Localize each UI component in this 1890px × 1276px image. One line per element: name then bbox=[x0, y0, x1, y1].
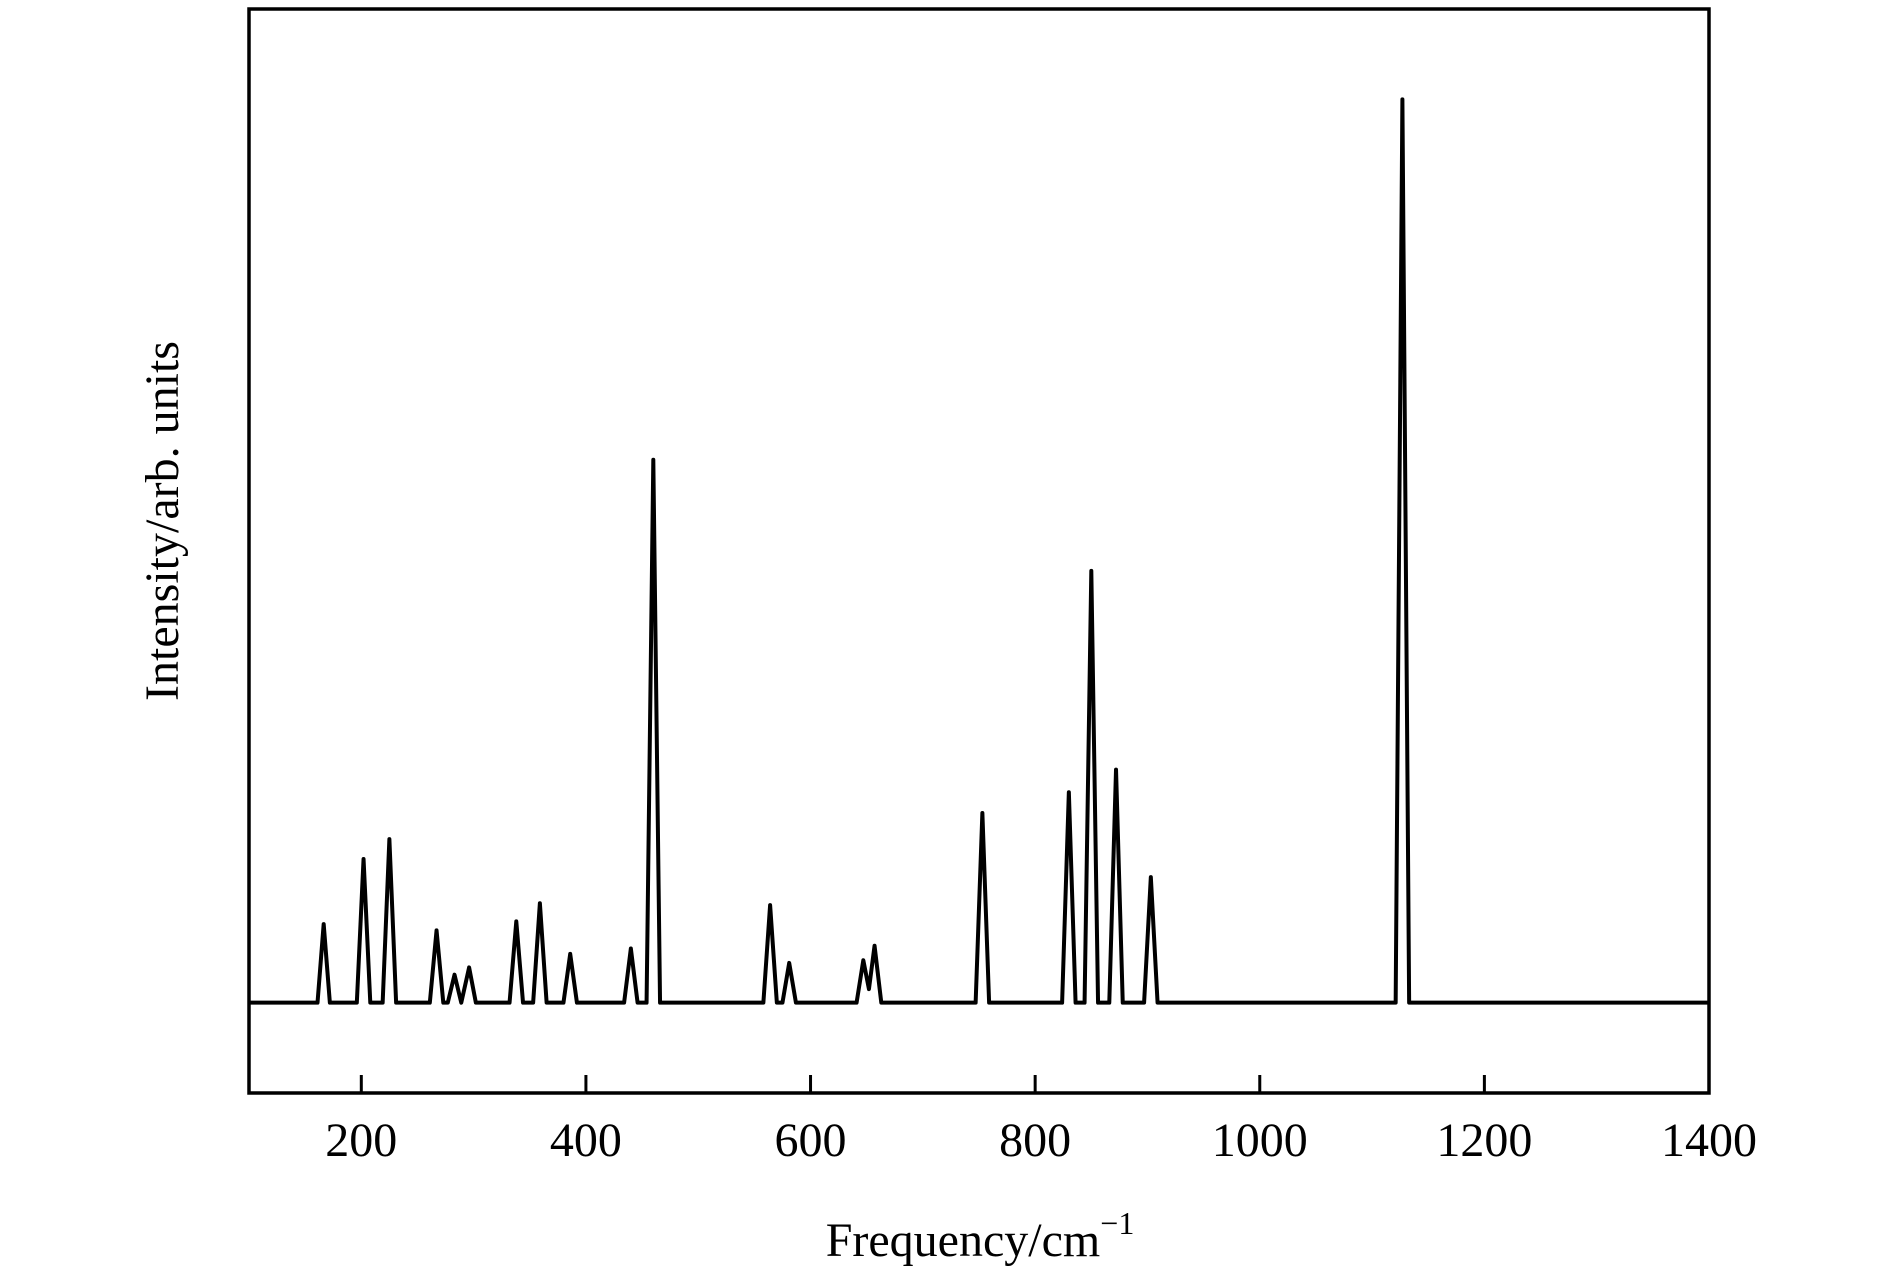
x-tick-label: 600 bbox=[775, 1114, 847, 1167]
y-axis-label: Intensity/arb. units bbox=[136, 341, 189, 701]
spectrum-line bbox=[249, 97, 1709, 1005]
x-axis-label: Frequency/cm−1 bbox=[826, 1205, 1135, 1267]
x-tick-label: 1400 bbox=[1661, 1114, 1757, 1167]
plot-frame bbox=[247, 7, 1711, 1095]
x-tick-label: 200 bbox=[325, 1114, 397, 1167]
x-axis-label-text: Frequency/cm bbox=[826, 1214, 1101, 1267]
x-tick-label: 1000 bbox=[1212, 1114, 1308, 1167]
x-axis-label-superscript: −1 bbox=[1100, 1205, 1134, 1241]
x-tick-label: 1200 bbox=[1436, 1114, 1532, 1167]
x-tick-label: 800 bbox=[999, 1114, 1071, 1167]
x-tick-label: 400 bbox=[550, 1114, 622, 1167]
